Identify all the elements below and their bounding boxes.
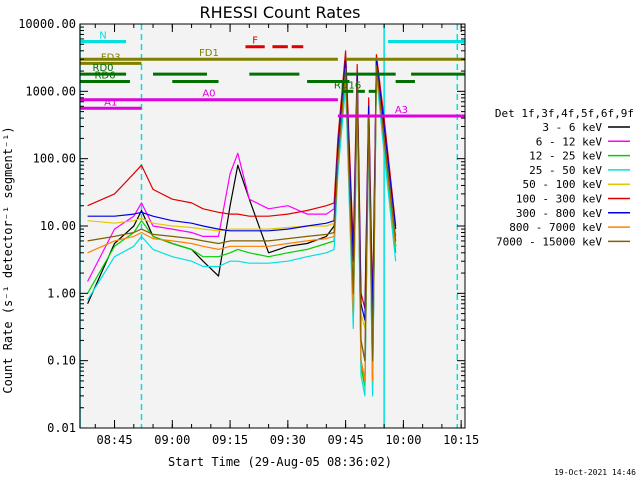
y-axis-label: Count Rate (s⁻¹ detector⁻¹ segment⁻¹) (1, 126, 15, 393)
x-tick-label-4: 09:45 (328, 433, 364, 447)
chart-title: RHESSI Count Rates (200, 3, 361, 22)
x-tick-label-1: 09:00 (154, 433, 190, 447)
series-line-8 (87, 65, 397, 362)
flag-label-rd16: RD16 (334, 80, 361, 91)
x-tick-label-6: 10:15 (443, 433, 479, 447)
x-tick-label-3: 09:30 (270, 433, 306, 447)
flag-label-rd0: RD0 (93, 63, 114, 74)
x-tick-label-0: 08:45 (96, 433, 132, 447)
flag-label-a3: A3 (395, 105, 408, 116)
x-axis-label: Start Time (29-Aug-05 08:36:02) (168, 455, 392, 469)
flag-label-f: F (252, 36, 258, 47)
plot-background (80, 24, 465, 428)
y-tick-label-0: 10000.00 (18, 17, 76, 31)
y-tick-label-4: 1.00 (47, 286, 76, 300)
x-tick-label-2: 09:15 (212, 433, 248, 447)
flag-label-rd6: RD6 (94, 70, 115, 81)
legend-entry-label-8: 7000 - 15000 keV (496, 235, 602, 248)
legend-entry-label-5: 100 - 300 keV (516, 193, 602, 206)
flag-label-fd1: FD1 (199, 48, 219, 59)
legend-title: Det 1f,3f,4f,5f,6f,9f (495, 107, 634, 120)
y-tick-label-3: 10.00 (40, 219, 76, 233)
y-tick-label-2: 100.00 (33, 152, 76, 166)
legend-entry-label-7: 800 - 7000 keV (509, 221, 602, 234)
y-tick-label-1: 1000.00 (25, 84, 76, 98)
flag-label-a0: A0 (202, 89, 215, 100)
plot-area (80, 24, 465, 428)
legend-entry-label-4: 50 - 100 keV (523, 178, 603, 191)
x-tick-label-5: 10:00 (385, 433, 421, 447)
legend-entry-label-6: 300 - 800 keV (516, 207, 602, 220)
legend-entry-label-1: 6 - 12 keV (536, 135, 603, 148)
legend-entry-label-0: 3 - 6 keV (542, 121, 602, 134)
legend-entry-label-3: 25 - 50 keV (529, 164, 602, 177)
y-tick-label-6: 0.01 (47, 421, 76, 435)
legend-entry-label-2: 12 - 25 keV (529, 150, 602, 163)
flag-label-fd3: FD3 (101, 52, 121, 63)
flag-label-n: N (99, 30, 106, 41)
data-series (87, 50, 397, 397)
generation-timestamp: 19-Oct-2021 14:46 (554, 468, 636, 477)
y-tick-label-5: 0.10 (47, 354, 76, 368)
flag-label-a1: A1 (104, 97, 117, 108)
axes: 10000.00 1000.00 100.00 10.00 1.00 0.10 0.01 08… (18, 17, 479, 447)
